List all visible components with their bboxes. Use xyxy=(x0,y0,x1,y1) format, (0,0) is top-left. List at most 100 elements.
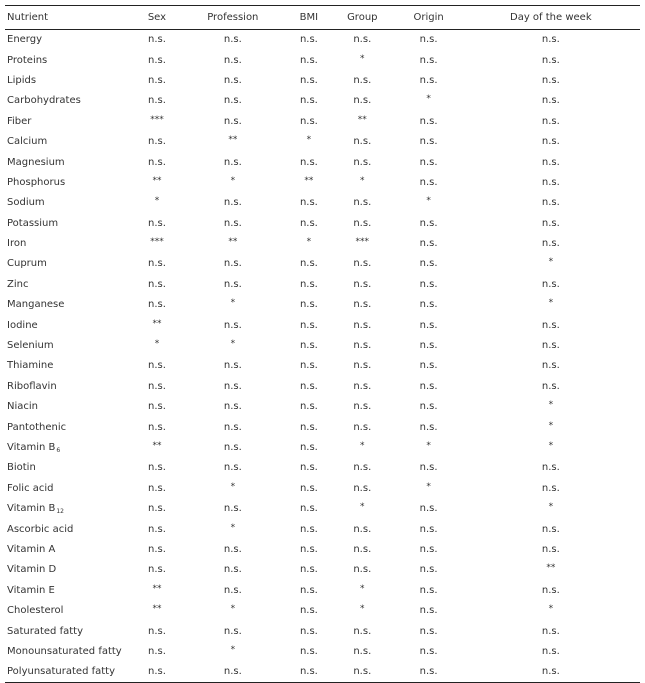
significance-cell: n.s. xyxy=(462,539,640,559)
significance-cell: n.s. xyxy=(396,519,462,539)
significance-value: ** xyxy=(152,318,162,329)
significance-cell: * xyxy=(289,233,329,253)
header-nutrient: Nutrient xyxy=(5,5,137,30)
table-row: Cuprum n.s. n.s. n.s. n.s. n.s. * xyxy=(5,254,640,274)
significance-value: n.s. xyxy=(299,482,318,494)
significance-cell: n.s. xyxy=(329,376,396,396)
significance-cell: n.s. xyxy=(462,641,640,661)
significance-value: * xyxy=(230,298,236,309)
significance-value: * xyxy=(548,604,554,615)
significance-cell: n.s. xyxy=(289,50,329,70)
significance-value: n.s. xyxy=(353,340,372,352)
significance-value: n.s. xyxy=(541,319,560,331)
significance-value: ** xyxy=(228,237,238,248)
significance-cell: * xyxy=(329,580,396,600)
significance-value: n.s. xyxy=(353,543,372,555)
significance-value: n.s. xyxy=(541,645,560,657)
significance-cell: n.s. xyxy=(289,30,329,50)
significance-cell: n.s. xyxy=(462,213,640,233)
significance-value: n.s. xyxy=(299,258,318,270)
significance-cell: * xyxy=(177,519,289,539)
significance-value: n.s. xyxy=(299,299,318,311)
significance-cell: n.s. xyxy=(396,30,462,50)
significance-cell: n.s. xyxy=(462,91,640,111)
significance-value: n.s. xyxy=(223,401,242,413)
significance-value: n.s. xyxy=(223,278,242,290)
significance-value: n.s. xyxy=(353,258,372,270)
significance-cell: n.s. xyxy=(396,335,462,355)
significance-value: * xyxy=(154,339,160,350)
significance-value: n.s. xyxy=(147,258,166,270)
nutrient-name: Ascorbic acid xyxy=(7,523,74,535)
significance-cell: n.s. xyxy=(177,498,289,518)
significance-cell: n.s. xyxy=(329,417,396,437)
significance-value: * xyxy=(306,135,312,146)
table-row: Selenium * * n.s. n.s. n.s. n.s. xyxy=(5,335,640,355)
significance-value: n.s. xyxy=(353,217,372,229)
significance-value: n.s. xyxy=(299,625,318,637)
significance-value: n.s. xyxy=(541,95,560,107)
significance-cell: n.s. xyxy=(396,172,462,192)
significance-value: n.s. xyxy=(299,380,318,392)
significance-value: * xyxy=(306,237,312,248)
table-row: Manganese n.s. * n.s. n.s. n.s. * xyxy=(5,295,640,315)
table-row: Potassium n.s. n.s. n.s. n.s. n.s. n.s. xyxy=(5,213,640,233)
significance-value: n.s. xyxy=(353,136,372,148)
nutrient-name-cell: Vitamin B12 xyxy=(5,498,137,518)
significance-value: * xyxy=(230,339,236,350)
significance-cell: n.s. xyxy=(396,397,462,417)
significance-cell: n.s. xyxy=(462,152,640,172)
significance-value: n.s. xyxy=(147,360,166,372)
nutrient-name-cell: Polyunsaturated fatty xyxy=(5,661,137,683)
significance-cell: n.s. xyxy=(177,152,289,172)
significance-value: n.s. xyxy=(541,666,560,678)
significance-cell: n.s. xyxy=(329,131,396,151)
header-bmi: BMI xyxy=(288,5,330,30)
nutrient-name: Phosphorus xyxy=(7,176,66,188)
significance-value: n.s. xyxy=(147,503,166,515)
significance-cell: n.s. xyxy=(396,356,462,376)
nutrient-name: Niacin xyxy=(7,401,39,413)
significance-value: n.s. xyxy=(541,278,560,290)
nutrient-subscript: 12 xyxy=(56,507,64,515)
significance-value: * xyxy=(360,441,365,451)
significance-value: * xyxy=(426,441,431,451)
significance-cell: n.s. xyxy=(177,213,289,233)
significance-cell: n.s. xyxy=(289,193,329,213)
significance-cell: n.s. xyxy=(462,274,640,294)
significance-cell: n.s. xyxy=(177,111,289,131)
significance-cell: n.s. xyxy=(462,478,640,498)
significance-cell: * xyxy=(177,600,289,620)
significance-value: n.s. xyxy=(541,543,560,555)
significance-cell: * xyxy=(396,91,462,111)
significance-value: n.s. xyxy=(419,401,438,413)
table-row: Phosphorus ** * ** * n.s. n.s. xyxy=(5,172,640,192)
significance-value: n.s. xyxy=(541,217,560,229)
nutrient-name-cell: Lipids xyxy=(5,70,137,90)
significance-cell: n.s. xyxy=(289,376,329,396)
table-row: Folic acid n.s. * n.s. n.s. * n.s. xyxy=(5,478,640,498)
significance-value: n.s. xyxy=(299,54,318,66)
significance-cell: n.s. xyxy=(177,254,289,274)
significance-value: n.s. xyxy=(353,156,372,168)
significance-cell: n.s. xyxy=(289,397,329,417)
significance-value: n.s. xyxy=(299,462,318,474)
significance-cell: n.s. xyxy=(396,111,462,131)
nutrient-name: Vitamin A xyxy=(7,543,56,555)
significance-value: n.s. xyxy=(223,564,242,576)
significance-value: n.s. xyxy=(223,217,242,229)
significance-value: n.s. xyxy=(223,34,242,46)
significance-value: * xyxy=(230,175,236,186)
significance-cell: n.s. xyxy=(177,356,289,376)
significance-value: * xyxy=(426,94,431,105)
table-row: Saturated fatty n.s. n.s. n.s. n.s. n.s. n.s. xyxy=(5,621,640,641)
significance-value: n.s. xyxy=(299,360,318,372)
nutrient-name: Energy xyxy=(7,34,43,46)
significance-cell: n.s. xyxy=(289,621,329,641)
significance-cell: n.s. xyxy=(177,70,289,90)
table-row: Zinc n.s. n.s. n.s. n.s. n.s. n.s. xyxy=(5,274,640,294)
significance-value: n.s. xyxy=(541,380,560,392)
significance-cell: n.s. xyxy=(137,458,177,478)
significance-value: n.s. xyxy=(353,666,372,678)
significance-cell: * xyxy=(137,193,177,213)
